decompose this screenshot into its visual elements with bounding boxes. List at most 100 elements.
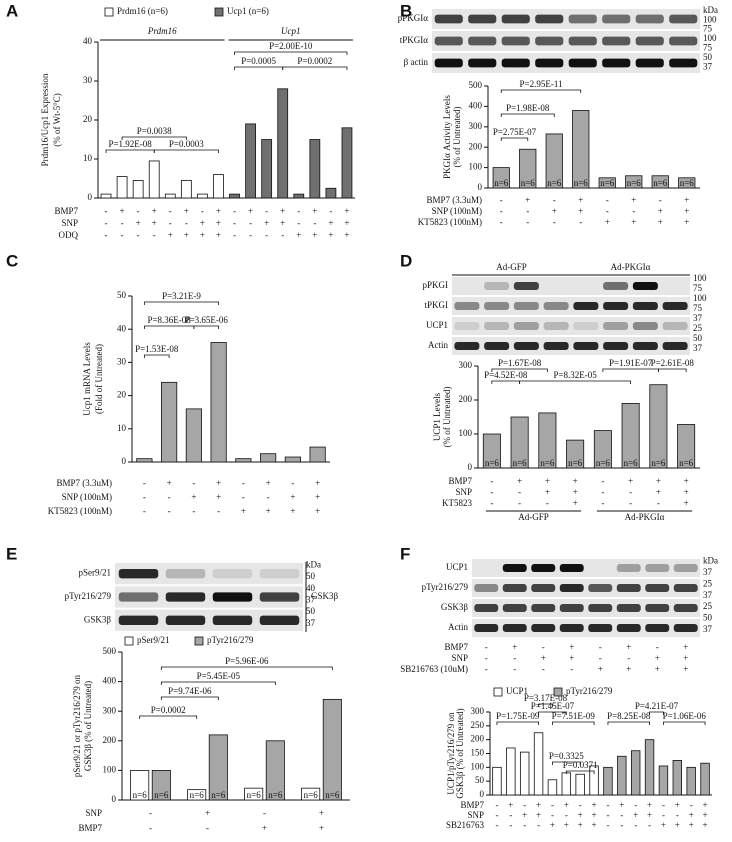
condition-sign: + [315, 478, 320, 488]
condition-sign: - [500, 217, 503, 227]
bar [593, 430, 612, 469]
blot-band [673, 584, 698, 592]
condition-sign: + [536, 810, 541, 820]
significance-bracket [552, 761, 581, 765]
y-tick-label: 50 [117, 290, 127, 300]
bar [519, 751, 530, 796]
significance-bracket [500, 137, 529, 141]
y-tick-label: 50 [475, 775, 485, 785]
condition-sign: + [512, 642, 517, 652]
bar [547, 779, 558, 796]
legend-swatch [493, 687, 503, 697]
p-value: P=1.67E-08 [498, 358, 542, 368]
p-value: P=0.0038 [137, 126, 172, 136]
condition-sign: + [312, 230, 317, 240]
blot-strip [432, 9, 700, 29]
blot-strip [472, 579, 700, 597]
kda-marker: kDa [703, 5, 718, 15]
condition-sign: + [552, 206, 557, 216]
significance-bracket [234, 51, 348, 55]
condition-sign: + [266, 478, 271, 488]
condition-sign: + [216, 478, 221, 488]
blot-band [635, 36, 664, 46]
bar [506, 747, 516, 796]
condition-sign: - [553, 217, 556, 227]
condition-sign: - [168, 506, 171, 516]
condition-label: KT5823 [442, 498, 472, 508]
bar-label: n=6 [247, 790, 262, 800]
blot-band [468, 36, 497, 46]
condition-sign: + [573, 498, 578, 508]
blot-group-label: GSK3β [311, 591, 339, 601]
y-tick-label: 300 [471, 706, 485, 716]
condition-sign: + [647, 800, 652, 810]
p-value: P=7.51E-09 [552, 711, 596, 721]
condition-sign: - [523, 820, 526, 830]
bar-label: n=6 [133, 790, 148, 800]
condition-label: ODQ [59, 230, 79, 240]
condition-sign: - [620, 820, 623, 830]
condition-sign: - [690, 800, 693, 810]
condition-sign: - [495, 820, 498, 830]
significance-bracket [602, 368, 659, 372]
blot-strip [472, 559, 700, 577]
blot-label: pSer9/21 [79, 568, 112, 578]
blot-band [588, 604, 613, 612]
condition-label: SNP [451, 653, 468, 663]
blot-band [474, 604, 499, 612]
blot-label: pPKGIα [398, 13, 429, 23]
p-value: P=0.0371 [563, 760, 598, 770]
condition-sign: - [297, 206, 300, 216]
blot-band [501, 14, 530, 24]
p-value: P=2.95E-11 [520, 79, 563, 89]
p-value: P=1.06E-06 [663, 711, 707, 721]
y-axis-label: UCP1 Levels [432, 392, 442, 441]
kda-marker: 37 [306, 595, 316, 605]
blot-band [502, 584, 527, 592]
bar [284, 456, 301, 463]
condition-sign: + [168, 230, 173, 240]
legend-swatch [124, 636, 134, 646]
condition-label: SNP [61, 218, 78, 228]
bar [672, 760, 683, 796]
condition-sign: - [553, 195, 556, 205]
condition-sign: + [296, 230, 301, 240]
y-tick-label: 0 [478, 182, 483, 192]
blot-band [502, 624, 527, 632]
condition-sign: - [265, 230, 268, 240]
condition-sign: + [200, 230, 205, 240]
condition-sign: + [656, 487, 661, 497]
blot-band [662, 342, 688, 350]
condition-sign: - [565, 810, 568, 820]
condition-label: BMP7 [78, 823, 102, 833]
bar-label: n=6 [627, 178, 642, 188]
condition-sign: - [627, 653, 630, 663]
blot-band [502, 604, 527, 612]
condition-sign: + [319, 823, 324, 833]
blot-band [468, 58, 497, 68]
blot-strip [452, 317, 690, 335]
condition-sign: - [185, 218, 188, 228]
p-value: P=4.52E-08 [484, 370, 528, 380]
condition-sign: + [578, 195, 583, 205]
condition-sign: - [149, 808, 152, 818]
kda-marker: 100 [693, 273, 707, 283]
condition-sign: + [628, 476, 633, 486]
blot-band [484, 282, 510, 290]
blot-band [543, 322, 569, 330]
significance-bracket [160, 681, 276, 685]
blot-band [573, 302, 599, 310]
condition-sign: - [105, 218, 108, 228]
kda-marker: 25 [703, 601, 713, 611]
significance-bracket [657, 368, 687, 372]
condition-sign: - [662, 810, 665, 820]
blot-band [616, 624, 641, 632]
y-tick-label: 300 [459, 360, 473, 370]
blot-band [602, 14, 631, 24]
bar [180, 180, 192, 199]
significance-bracket [565, 770, 595, 774]
blot-band [632, 302, 658, 310]
significance-bracket [143, 301, 220, 305]
condition-sign: - [546, 498, 549, 508]
y-tick-label: 0 [122, 456, 127, 466]
